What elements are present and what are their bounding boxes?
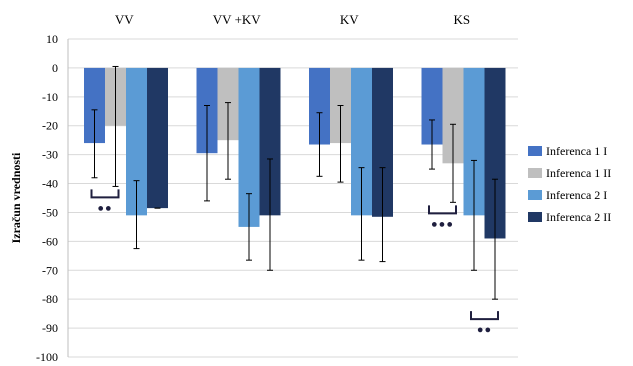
y-tick-label: -30	[42, 148, 58, 162]
y-tick-label: -90	[42, 321, 58, 335]
y-tick-label: -100	[36, 350, 58, 361]
significance-marker: ●●	[477, 324, 492, 336]
legend: Inferenca 1 I Inferenca 1 II Inferenca 2 I…	[528, 144, 611, 224]
y-tick-label: -60	[42, 234, 58, 248]
y-tick-label: -10	[42, 90, 58, 104]
category-label: VV	[115, 12, 134, 27]
legend-swatch	[528, 190, 542, 200]
bar	[126, 67, 147, 216]
bar	[147, 67, 168, 209]
bar	[463, 67, 485, 216]
significance-bracket	[470, 311, 499, 321]
y-tick-label: 0	[52, 61, 58, 75]
y-tick-label: -50	[42, 205, 58, 219]
significance-marker: ●●●	[431, 218, 454, 230]
bar	[442, 67, 464, 164]
bar	[238, 67, 260, 227]
error-bars	[91, 65, 498, 300]
significance-annotations: ●●●●●●●	[90, 189, 499, 336]
category-label: KS	[453, 12, 470, 27]
y-tick-label: 10	[46, 32, 58, 46]
bar	[309, 67, 330, 145]
bar	[421, 67, 443, 145]
legend-swatch	[528, 212, 542, 222]
y-tick-label: -40	[42, 177, 58, 191]
y-axis-label: Izračun vrednosti	[9, 152, 23, 243]
axes: 10 0 -10 -20 -30 -40 -50 -60 -70 -80 -90 -100 Izraču…	[9, 12, 470, 364]
bar	[351, 67, 372, 216]
category-label: KV	[340, 12, 359, 27]
legend-label: Inferenca 2 I	[546, 188, 607, 202]
significance-marker: ●●	[97, 202, 112, 214]
bar	[84, 67, 105, 144]
legend-label: Inferenca 1 I	[546, 144, 607, 158]
y-tick-label: -70	[42, 263, 58, 277]
y-tick-label: -80	[42, 292, 58, 306]
legend-label: Inferenca 2 II	[546, 210, 611, 224]
bar	[372, 67, 393, 217]
bar	[259, 67, 281, 216]
bar	[484, 67, 506, 239]
significance-bracket	[90, 189, 120, 199]
legend-swatch	[528, 146, 542, 156]
significance-bracket	[428, 205, 457, 215]
legend-swatch	[528, 168, 542, 178]
y-tick-label: -20	[42, 119, 58, 133]
category-label: VV +KV	[213, 12, 262, 27]
legend-label: Inferenca 1 II	[546, 166, 611, 180]
